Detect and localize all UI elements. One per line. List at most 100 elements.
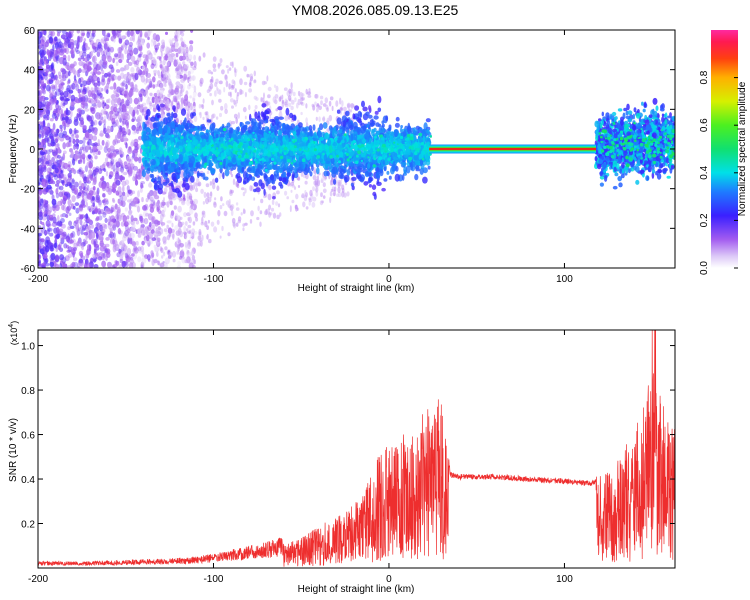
spectrogram-point: [214, 177, 219, 183]
spectrogram-point: [42, 253, 48, 259]
spectrogram-point: [65, 142, 70, 148]
spectrogram-point: [322, 195, 326, 199]
spectrogram-point: [85, 201, 89, 208]
spectrogram-point: [250, 76, 254, 82]
spectrogram-point: [312, 186, 315, 192]
spectrogram-point: [114, 53, 119, 58]
spectrogram-point: [221, 225, 224, 232]
spectrogram-point: [97, 101, 102, 108]
spectrogram-point: [160, 50, 163, 58]
spectrogram-point: [107, 188, 112, 195]
spectrogram-point: [39, 58, 44, 64]
spectrogram-point: [127, 247, 131, 255]
spectrogram-point: [142, 54, 148, 59]
spectrogram-point: [49, 48, 54, 56]
spectrogram-point: [153, 49, 157, 56]
spectrogram-point: [161, 222, 164, 227]
spectrogram-point: [58, 185, 64, 191]
spectrogram-point: [53, 174, 59, 181]
spectrogram-point: [197, 182, 200, 187]
spectrogram-point: [324, 176, 328, 180]
spectrogram-point: [219, 235, 222, 239]
spectrogram-point: [73, 127, 77, 135]
spectrogram-point: [55, 247, 58, 252]
spectrogram-point: [198, 228, 202, 236]
spectrogram-point: [272, 212, 277, 219]
spectrogram-point: [230, 204, 235, 210]
spectrogram-point: [184, 68, 188, 72]
spectrogram-point: [142, 205, 148, 211]
spectrogram-point: [88, 190, 94, 196]
spectrogram-point: [51, 62, 55, 69]
spectrogram-point: [67, 199, 72, 206]
spectrogram-point: [175, 74, 181, 80]
spectrogram-point: [223, 210, 228, 217]
spectrogram-point: [75, 134, 79, 139]
spectrogram-point: [289, 205, 292, 213]
spectrogram-point: [215, 78, 219, 84]
figure-title: YM08.2026.085.09.13.E25: [292, 2, 459, 18]
spectrogram-point: [164, 45, 170, 54]
spectrogram-point: [63, 90, 69, 98]
spectrogram-point: [63, 100, 68, 105]
spectrogram-point: [46, 115, 50, 121]
spectrogram-point: [76, 265, 80, 268]
spectrogram-point: [141, 38, 145, 46]
spectrogram-point: [56, 179, 61, 185]
spectrogram-point: [166, 220, 172, 224]
spectrogram-point: [297, 177, 301, 181]
spectrogram-point: [82, 41, 86, 48]
spectrogram-point: [175, 52, 179, 58]
spectrogram-point: [117, 227, 122, 235]
spectrogram-point: [309, 189, 313, 197]
spectrogram-point: [99, 119, 105, 124]
spectrogram-point: [394, 122, 400, 128]
spectrogram-point: [68, 136, 72, 143]
spectrogram-point: [267, 86, 272, 92]
spectrogram-point: [124, 111, 130, 116]
spectrogram-point: [230, 85, 235, 90]
spectrogram-point: [47, 102, 52, 106]
spectrogram-point: [174, 213, 178, 219]
spectrogram-point: [120, 67, 125, 72]
spectrogram-point: [135, 30, 140, 35]
spectrogram-point: [123, 115, 128, 120]
spectrogram-point: [198, 103, 202, 109]
spectrogram-point: [106, 207, 111, 212]
spectrogram-point: [104, 157, 109, 163]
spectrogram-point: [72, 247, 77, 252]
spectrogram-point: [97, 150, 101, 155]
spectrogram-point: [172, 233, 175, 240]
spectrogram-point: [191, 228, 196, 235]
spectrogram-point: [54, 91, 57, 98]
spectrogram-point: [386, 170, 390, 175]
spectrogram-point: [320, 100, 323, 106]
spectrogram-point: [71, 261, 76, 268]
spectrogram-point: [161, 39, 165, 46]
spectrogram-point: [314, 101, 317, 106]
spectrogram-point: [313, 180, 318, 186]
spectrogram-point: [377, 95, 382, 104]
spectrogram-point: [319, 95, 324, 100]
spectrogram-point: [129, 237, 133, 245]
spectrogram-point: [343, 106, 347, 112]
spectrogram-point: [112, 168, 117, 174]
spectrogram-point: [165, 31, 168, 35]
spectrogram-point: [134, 88, 139, 93]
spectrogram-point: [192, 92, 197, 99]
spectrogram-point: [60, 128, 63, 133]
spectrogram-point: [78, 152, 84, 159]
spectrogram-point: [105, 37, 110, 42]
spectrogram-point: [74, 220, 79, 224]
spectrogram-point: [236, 183, 240, 189]
spectrogram-point: [254, 105, 258, 110]
spectrogram-point: [279, 95, 282, 102]
spectrogram-point: [202, 212, 206, 219]
spectrogram-point: [152, 201, 156, 209]
spectrogram-point: [128, 210, 133, 214]
spectrogram-point: [111, 121, 117, 128]
spectrogram-point: [55, 233, 61, 239]
spectrogram-point: [78, 180, 82, 186]
spectrogram-point: [168, 101, 171, 107]
spectrogram-point: [43, 126, 47, 132]
